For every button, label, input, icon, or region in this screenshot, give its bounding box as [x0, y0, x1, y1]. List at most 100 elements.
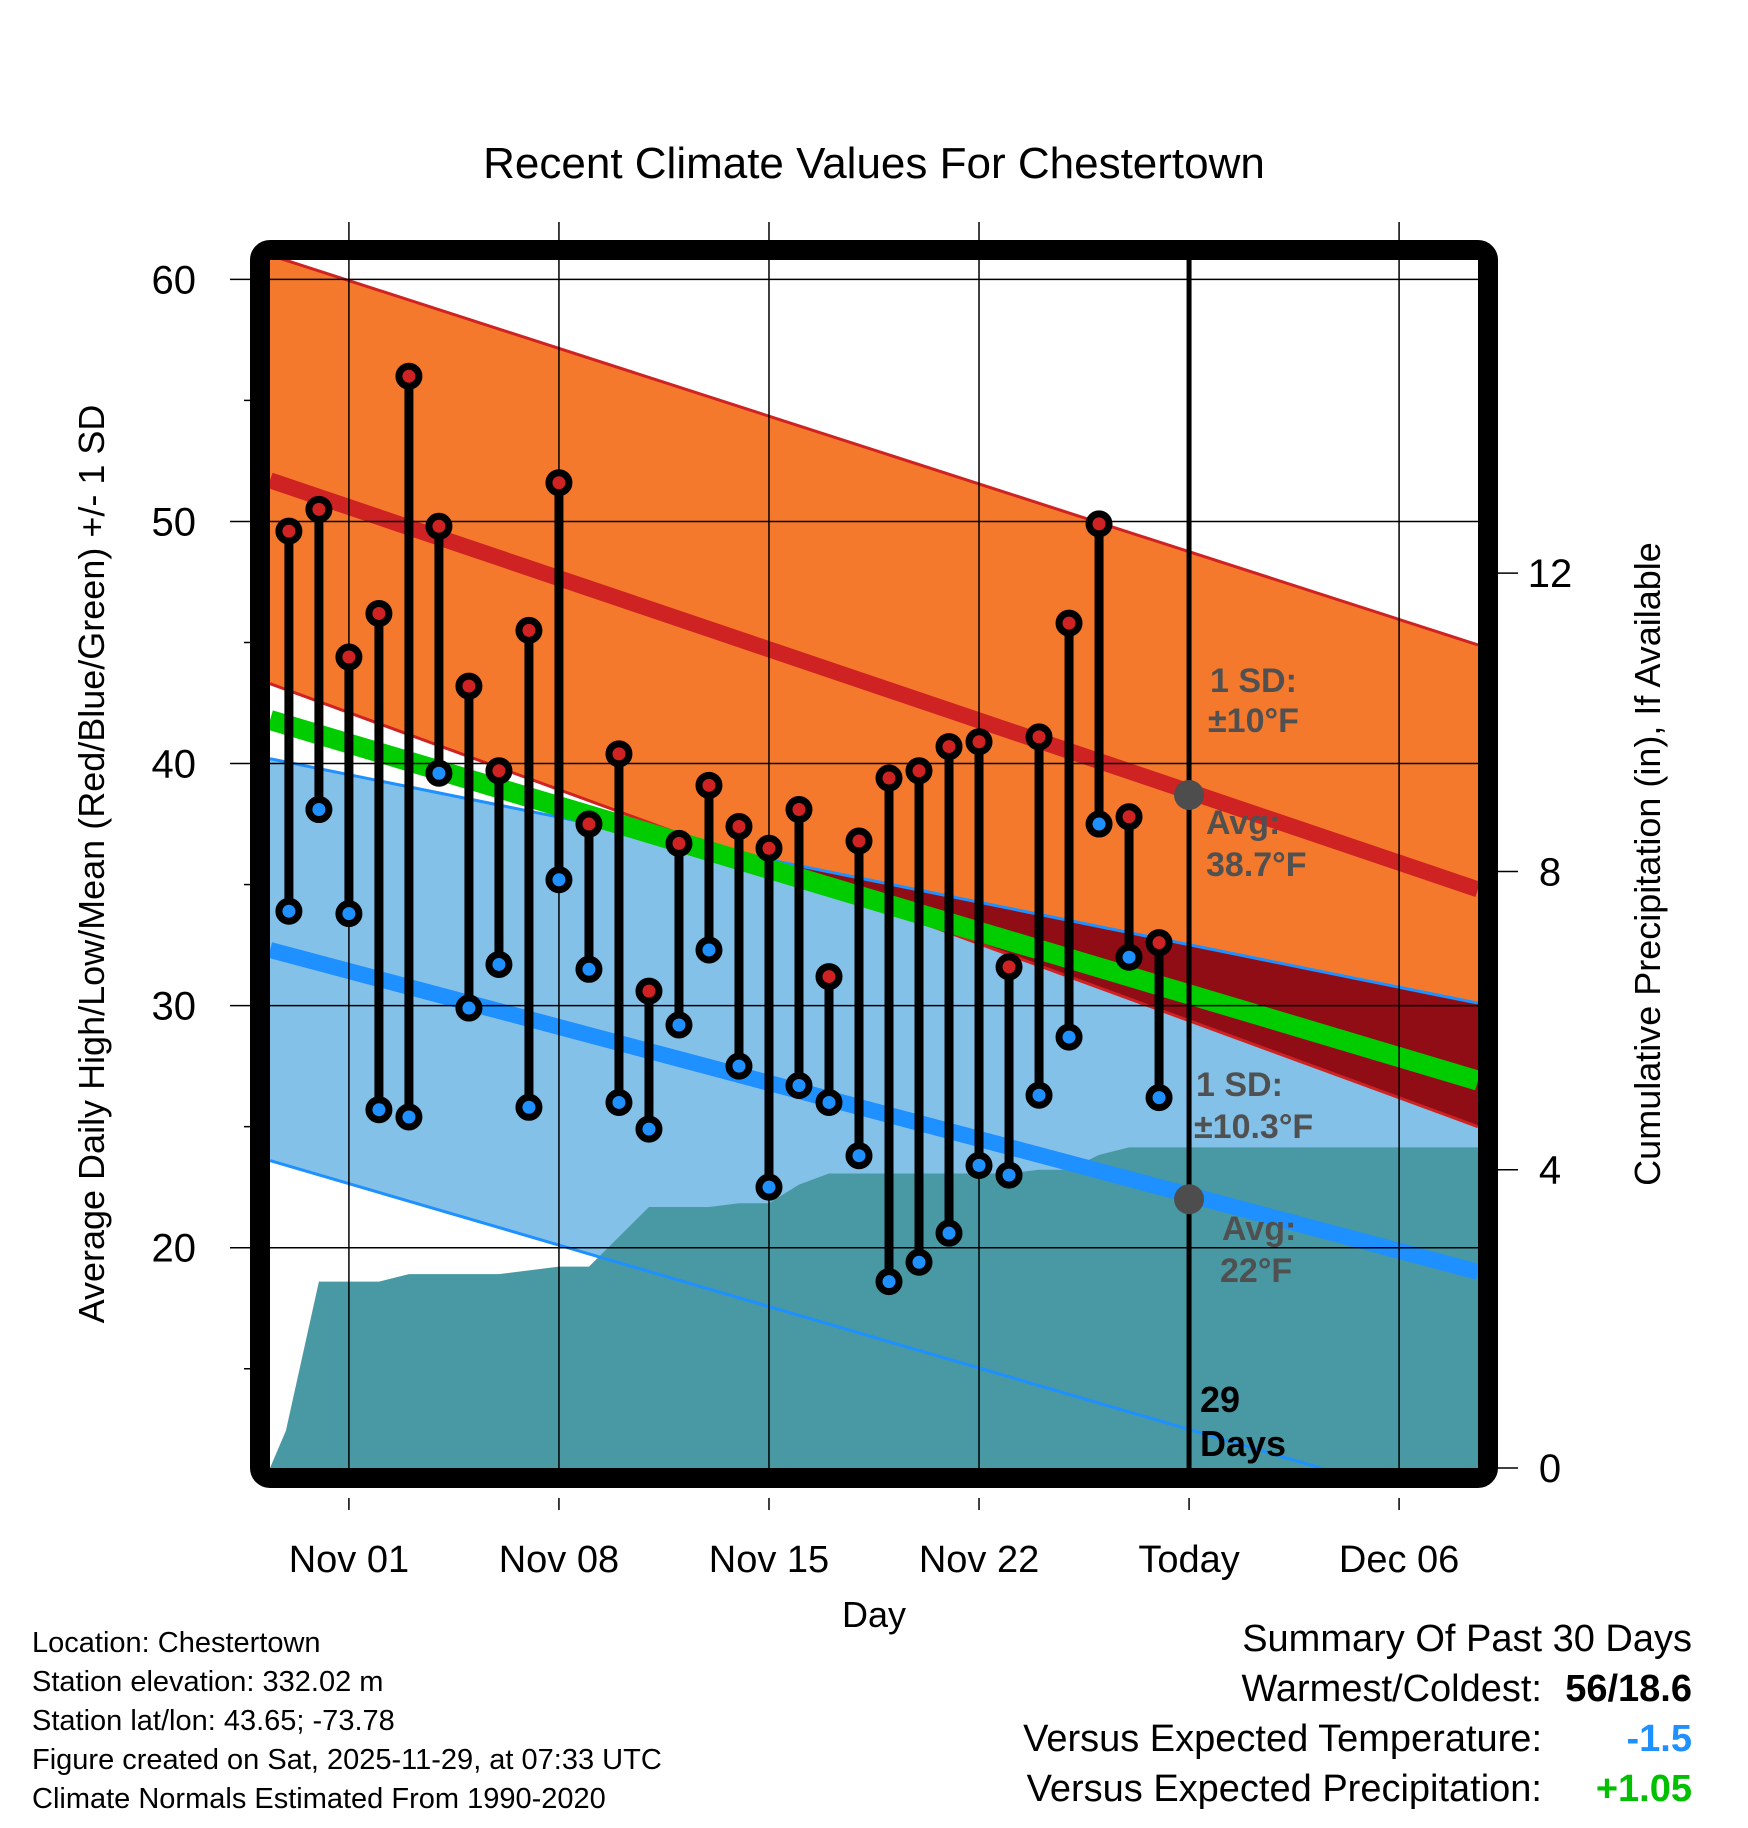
- y2-axis-label: Cumulative Precipitation (in), If Availa…: [1627, 542, 1668, 1186]
- y-tick-label: 50: [152, 500, 197, 544]
- high-point: [395, 362, 423, 390]
- high-point: [485, 757, 513, 785]
- low-point: [1115, 943, 1143, 971]
- high-point: [425, 512, 453, 540]
- high-point: [695, 771, 723, 799]
- low-point: [995, 1161, 1023, 1189]
- high-sd-band: [270, 260, 1478, 1127]
- low-point: [695, 936, 723, 964]
- high-sd-value: ±10°F: [1208, 702, 1299, 740]
- y2-tick-label: 8: [1539, 850, 1561, 894]
- temp-label: Versus Expected Temperature:: [1023, 1718, 1542, 1760]
- high-point: [305, 495, 333, 523]
- high-point: [575, 810, 603, 838]
- low-point: [305, 796, 333, 824]
- high-point: [965, 728, 993, 756]
- x-tick-label: Nov 08: [499, 1539, 619, 1581]
- low-sd-value: ±10.3°F: [1194, 1108, 1313, 1146]
- station-info: Location: Chestertown Station elevation:…: [32, 1624, 662, 1819]
- low-point: [1025, 1081, 1053, 1109]
- high-point: [815, 963, 843, 991]
- high-point: [1085, 510, 1113, 538]
- summary-warm-cold: Warmest/Coldest: 56/18.6: [1023, 1664, 1692, 1714]
- x-tick-label: Nov 22: [919, 1539, 1039, 1581]
- warm-cold-label: Warmest/Coldest:: [1241, 1668, 1542, 1710]
- summary-precip: Versus Expected Precipitation: +1.05: [1023, 1764, 1692, 1814]
- low-point: [725, 1052, 753, 1080]
- high-point: [1115, 803, 1143, 831]
- high-point: [845, 827, 873, 855]
- high-point: [935, 733, 963, 761]
- high-point: [455, 672, 483, 700]
- low-point: [815, 1088, 843, 1116]
- plot-frame: [250, 240, 1498, 1488]
- location-text: Location: Chestertown: [32, 1627, 321, 1659]
- high-point: [1145, 929, 1173, 957]
- chart-title: Recent Climate Values For Chestertown: [483, 139, 1265, 188]
- elevation-text: Station elevation: 332.02 m: [32, 1666, 384, 1698]
- y-tick-label: 40: [152, 743, 197, 787]
- days-count: 29: [1200, 1379, 1240, 1420]
- high-point: [785, 796, 813, 824]
- high-point: [1055, 609, 1083, 637]
- y-tick-label: 30: [152, 985, 197, 1029]
- low-point: [785, 1072, 813, 1100]
- warm-cold-value: 56/18.6: [1565, 1668, 1692, 1710]
- high-point: [605, 740, 633, 768]
- low-point: [1085, 810, 1113, 838]
- x-tick-label: Nov 15: [709, 1539, 829, 1581]
- summary-temp: Versus Expected Temperature: -1.5: [1023, 1714, 1692, 1764]
- days-label: Days: [1200, 1423, 1286, 1464]
- latlon-text: Station lat/lon: 43.65; -73.78: [32, 1705, 395, 1737]
- plot-area: [270, 260, 1478, 1468]
- y2-tick-label: 12: [1528, 552, 1573, 596]
- low-point: [635, 1115, 663, 1143]
- y-axis-label: Average Daily High/Low/Mean (Red/Blue/Gr…: [71, 405, 112, 1324]
- x-tick-label: Today: [1138, 1539, 1239, 1581]
- low-avg-value: 22°F: [1220, 1252, 1292, 1290]
- low-point: [515, 1093, 543, 1121]
- high-point: [515, 616, 543, 644]
- y2-tick-label: 4: [1539, 1149, 1561, 1193]
- high-point: [275, 517, 303, 545]
- low-point: [485, 950, 513, 978]
- high-point: [905, 757, 933, 785]
- low-point: [425, 759, 453, 787]
- low-avg-label: Avg:: [1222, 1210, 1296, 1248]
- low-point: [455, 994, 483, 1022]
- axes: 20 30 40 50 60 0 4 8 12 Nov 01 Nov 08 Nov 15 Nov 22 T…: [152, 258, 1573, 1581]
- temp-value: -1.5: [1626, 1718, 1692, 1760]
- high-avg-label: Avg:: [1206, 804, 1280, 842]
- x-tick-label: Nov 01: [289, 1539, 409, 1581]
- low-point: [935, 1219, 963, 1247]
- y-tick-label: 20: [152, 1227, 197, 1271]
- low-point: [365, 1096, 393, 1124]
- y2-tick-label: 0: [1539, 1447, 1561, 1491]
- low-sd-label: 1 SD:: [1196, 1066, 1283, 1104]
- high-point: [335, 643, 363, 671]
- low-point: [905, 1248, 933, 1276]
- high-point: [545, 469, 573, 497]
- low-point: [875, 1268, 903, 1296]
- high-point: [635, 977, 663, 1005]
- low-point: [665, 1011, 693, 1039]
- high-point: [365, 599, 393, 627]
- summary-title: Summary Of Past 30 Days: [1242, 1618, 1692, 1660]
- avg-high-line: [270, 472, 1478, 897]
- daily-marks: [275, 362, 1205, 1296]
- high-point: [875, 764, 903, 792]
- y-tick-label: 60: [152, 258, 197, 302]
- precip-value: +1.05: [1595, 1768, 1692, 1810]
- low-point: [965, 1151, 993, 1179]
- low-minus-sd-line: [270, 1159, 1327, 1468]
- x-tick-label: Dec 06: [1339, 1539, 1459, 1581]
- high-sd-label: 1 SD:: [1210, 662, 1297, 700]
- low-point: [1055, 1023, 1083, 1051]
- low-point: [275, 897, 303, 925]
- summary-panel: Summary Of Past 30 Days Warmest/Coldest:…: [1023, 1614, 1692, 1814]
- today-avg-low-marker: [1174, 1184, 1205, 1215]
- high-point: [725, 812, 753, 840]
- precip-label: Versus Expected Precipitation:: [1026, 1768, 1542, 1810]
- high-plus-sd-line: [280, 260, 1478, 647]
